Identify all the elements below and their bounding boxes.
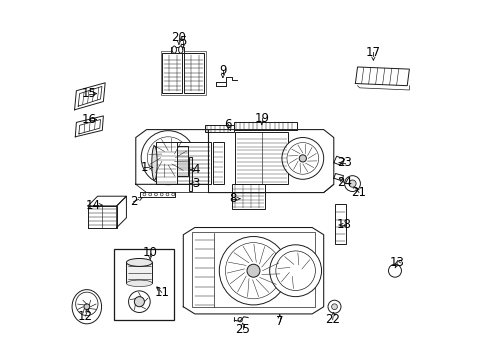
- Circle shape: [163, 153, 173, 163]
- Bar: [160, 51, 205, 95]
- Circle shape: [148, 193, 151, 196]
- Circle shape: [147, 137, 189, 179]
- Circle shape: [282, 138, 323, 179]
- Text: 9: 9: [219, 64, 226, 77]
- Circle shape: [275, 251, 315, 291]
- Bar: [234, 122, 297, 130]
- Ellipse shape: [178, 46, 183, 53]
- Text: 10: 10: [142, 246, 157, 259]
- Circle shape: [141, 131, 195, 185]
- Text: 24: 24: [336, 176, 351, 189]
- Text: 2: 2: [130, 195, 137, 208]
- Circle shape: [154, 193, 157, 196]
- Circle shape: [238, 318, 242, 322]
- Bar: [184, 53, 203, 93]
- Circle shape: [269, 245, 321, 297]
- Ellipse shape: [151, 146, 157, 180]
- Bar: [114, 249, 173, 320]
- Text: 16: 16: [81, 113, 96, 126]
- Text: 3: 3: [192, 177, 199, 190]
- Bar: [126, 262, 152, 283]
- Circle shape: [134, 297, 144, 307]
- Ellipse shape: [168, 150, 176, 176]
- Circle shape: [387, 264, 401, 277]
- Text: 1: 1: [141, 161, 148, 174]
- Text: 17: 17: [365, 46, 380, 59]
- Text: 8: 8: [229, 192, 236, 205]
- Text: 21: 21: [351, 186, 366, 199]
- Text: 14: 14: [85, 199, 101, 212]
- Circle shape: [331, 304, 337, 310]
- Text: 19: 19: [254, 112, 269, 125]
- Text: 18: 18: [336, 219, 351, 231]
- Text: 7: 7: [275, 315, 283, 328]
- Bar: [204, 125, 233, 132]
- Bar: [156, 142, 177, 184]
- Bar: [171, 47, 184, 53]
- Text: 5: 5: [179, 35, 186, 48]
- Circle shape: [84, 304, 89, 310]
- Text: 11: 11: [154, 286, 169, 299]
- Text: 25: 25: [235, 323, 250, 336]
- Bar: [192, 232, 314, 307]
- Circle shape: [348, 180, 355, 187]
- Bar: [231, 184, 264, 209]
- Ellipse shape: [126, 280, 152, 287]
- Text: 4: 4: [192, 163, 199, 176]
- Ellipse shape: [72, 289, 102, 324]
- Bar: [335, 204, 346, 244]
- Bar: [177, 146, 188, 176]
- Bar: [188, 157, 192, 191]
- Ellipse shape: [172, 46, 176, 53]
- Bar: [162, 53, 182, 93]
- Text: 15: 15: [81, 87, 96, 100]
- Circle shape: [128, 291, 150, 312]
- Circle shape: [327, 300, 340, 313]
- Circle shape: [286, 143, 318, 174]
- Circle shape: [225, 243, 281, 299]
- Bar: [213, 142, 224, 184]
- Bar: [235, 132, 287, 184]
- Bar: [176, 142, 211, 184]
- Circle shape: [171, 193, 174, 196]
- Circle shape: [219, 237, 287, 305]
- Circle shape: [166, 193, 168, 196]
- Text: 6: 6: [224, 118, 232, 131]
- Circle shape: [142, 193, 145, 196]
- Text: 13: 13: [389, 256, 404, 269]
- Ellipse shape: [126, 258, 152, 266]
- Text: 23: 23: [336, 156, 351, 169]
- Text: 12: 12: [78, 310, 93, 323]
- Circle shape: [299, 155, 306, 162]
- Circle shape: [246, 264, 260, 277]
- Circle shape: [344, 176, 360, 192]
- Text: 22: 22: [325, 313, 340, 326]
- Circle shape: [160, 193, 163, 196]
- Text: 20: 20: [171, 31, 186, 44]
- Ellipse shape: [76, 292, 98, 315]
